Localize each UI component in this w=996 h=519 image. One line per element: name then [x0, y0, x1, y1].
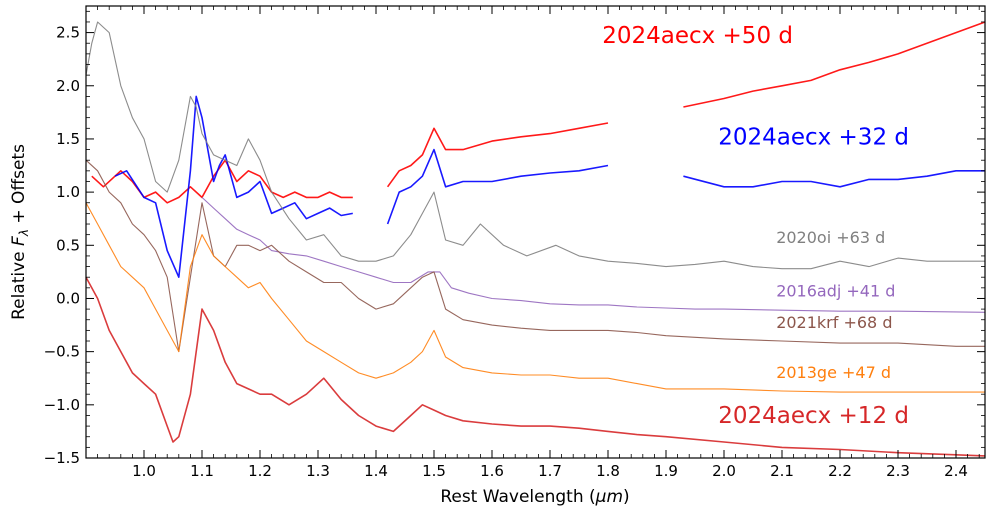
x-tick-label: 1.3	[306, 462, 330, 480]
x-tick-label: 1.1	[190, 462, 214, 480]
series-line-2024aecx-12-d	[85, 276, 986, 457]
series-line-2020oi-63-d	[85, 21, 985, 270]
y-tick-label: 2.0	[56, 77, 80, 95]
series-line-2021krf-68-d	[85, 159, 985, 353]
y-tick-label: 1.5	[56, 130, 80, 148]
series-label-2016adj-41-d: 2016adj +41 d	[776, 281, 895, 300]
x-tick-label: 1.6	[480, 462, 504, 480]
series-line-2024aecx-32-d	[114, 95, 985, 278]
x-tick-label: 1.2	[248, 462, 272, 480]
x-tick-label: 2.3	[886, 462, 910, 480]
x-tick-label: 2.0	[712, 462, 736, 480]
x-tick-label: 1.8	[596, 462, 620, 480]
series-label-2021krf-68-d: 2021krf +68 d	[776, 313, 892, 332]
plot-frame	[85, 5, 986, 459]
y-axis-label: Relative Fλ + Offsets	[9, 144, 31, 320]
y-tick-label: −1.0	[44, 396, 80, 414]
y-tick-label: −1.5	[44, 449, 80, 467]
x-tick-label: 1.0	[132, 462, 156, 480]
y-tick-label: 1.0	[56, 183, 80, 201]
series-layer	[85, 21, 986, 457]
x-tick-label: 2.1	[770, 462, 794, 480]
x-axis-label: Rest Wavelength (μm)	[440, 487, 629, 507]
x-tick-label: 1.9	[654, 462, 678, 480]
y-tick-label: 0.0	[56, 289, 80, 307]
tick-layer: 1.0 1.1 1.2 1.3 1.4 1.5 1.6 1.7 1.8 1.9 2.0 2.1 2.2 2…	[44, 6, 985, 480]
y-tick-label: −0.5	[44, 343, 80, 361]
series-label-2024aecx-12-d: 2024aecx +12 d	[718, 403, 909, 429]
x-tick-label: 1.4	[364, 462, 388, 480]
annotation-layer: 2024aecx +50 d 2024aecx +32 d 2020oi +63 d…	[602, 23, 909, 429]
x-tick-label: 2.4	[944, 462, 968, 480]
series-label-2020oi-63-d: 2020oi +63 d	[776, 228, 885, 247]
x-tick-label: 2.2	[828, 462, 852, 480]
y-tick-label: 2.5	[56, 24, 80, 42]
x-tick-label: 1.7	[538, 462, 562, 480]
series-label-2024aecx-32-d: 2024aecx +32 d	[718, 124, 909, 150]
series-label-2024aecx-50-d: 2024aecx +50 d	[602, 23, 793, 49]
series-line-2013ge-47-d	[85, 202, 985, 393]
y-tick-label: 0.5	[56, 236, 80, 254]
series-label-2013ge-47-d: 2013ge +47 d	[776, 363, 891, 382]
x-tick-label: 1.5	[422, 462, 446, 480]
